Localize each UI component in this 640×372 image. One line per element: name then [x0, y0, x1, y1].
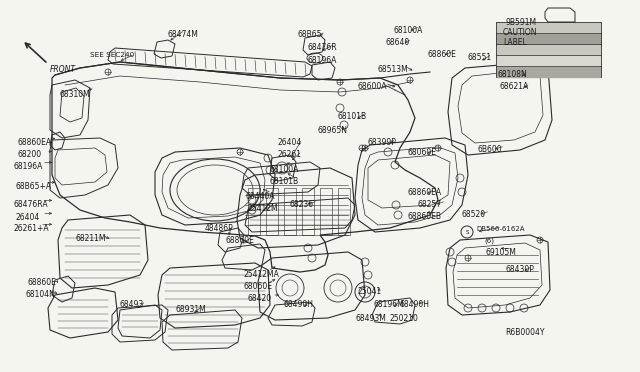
Text: 68430P: 68430P — [505, 265, 534, 274]
Text: 69105M: 69105M — [485, 248, 516, 257]
Text: 68B65: 68B65 — [298, 30, 323, 39]
Text: 68399P: 68399P — [368, 138, 397, 147]
Text: 68493M: 68493M — [356, 314, 387, 323]
Text: LABEL: LABEL — [503, 38, 527, 47]
Text: 68104N: 68104N — [25, 290, 55, 299]
Text: 68196M: 68196M — [374, 300, 404, 309]
Bar — [497, 45, 600, 55]
Text: 26404: 26404 — [15, 213, 39, 222]
Text: 68211M: 68211M — [75, 234, 106, 243]
Text: 68490H: 68490H — [283, 300, 313, 309]
Text: 25412MA: 25412MA — [243, 270, 279, 279]
Text: 68060E: 68060E — [243, 282, 272, 291]
Text: 68310M: 68310M — [60, 90, 91, 99]
Text: 68476R: 68476R — [308, 43, 338, 52]
Text: 68236: 68236 — [290, 200, 314, 209]
Text: 250210: 250210 — [390, 314, 419, 323]
Text: 26261+A: 26261+A — [13, 224, 49, 233]
Text: 68493: 68493 — [120, 300, 144, 309]
Text: 68100A: 68100A — [393, 26, 422, 35]
Text: 68474M: 68474M — [167, 30, 198, 39]
Text: 9B591M: 9B591M — [506, 18, 537, 27]
Text: 68200: 68200 — [18, 150, 42, 159]
Text: 68860EA: 68860EA — [18, 138, 52, 147]
Text: 68860E: 68860E — [225, 236, 254, 245]
Text: 68196A: 68196A — [14, 162, 44, 171]
Text: 68B65+A: 68B65+A — [15, 182, 51, 191]
Text: 68490H: 68490H — [400, 300, 430, 309]
Text: 68196A: 68196A — [308, 56, 337, 65]
Text: 68108N: 68108N — [498, 70, 528, 79]
Text: 48486P: 48486P — [205, 224, 234, 233]
Bar — [497, 34, 600, 44]
Text: 68860EA: 68860EA — [408, 188, 442, 197]
Text: 25041: 25041 — [357, 287, 381, 296]
Text: 68931M: 68931M — [175, 305, 205, 314]
Text: S: S — [465, 230, 468, 234]
Text: 26261: 26261 — [278, 150, 302, 159]
Text: 68520: 68520 — [462, 210, 486, 219]
Text: 68860E: 68860E — [28, 278, 57, 287]
Bar — [497, 56, 600, 66]
Text: 68440A: 68440A — [246, 192, 275, 201]
Text: 68476RA: 68476RA — [14, 200, 49, 209]
Text: SEE SEC240: SEE SEC240 — [90, 52, 134, 58]
Text: 68100A: 68100A — [270, 165, 300, 174]
Bar — [497, 23, 600, 33]
Text: 68101B: 68101B — [270, 177, 299, 186]
Text: 6B600: 6B600 — [478, 145, 502, 154]
Text: 68420: 68420 — [248, 294, 272, 303]
Bar — [497, 67, 600, 77]
Text: 26404: 26404 — [278, 138, 302, 147]
Text: 68860EB: 68860EB — [408, 212, 442, 221]
Text: 68257: 68257 — [418, 200, 442, 209]
Text: DB566-6162A: DB566-6162A — [476, 226, 525, 232]
Text: 68600A: 68600A — [358, 82, 387, 91]
Text: 68640: 68640 — [385, 38, 409, 47]
Text: 68060E: 68060E — [408, 148, 437, 157]
Text: CAUTION: CAUTION — [503, 28, 538, 37]
Text: 25412M: 25412M — [248, 204, 278, 213]
Text: 68101B: 68101B — [338, 112, 367, 121]
Text: 68513M: 68513M — [378, 65, 409, 74]
Text: FRONT: FRONT — [50, 65, 76, 74]
Text: R6B0004Y: R6B0004Y — [505, 328, 545, 337]
Text: 68551: 68551 — [468, 53, 492, 62]
Text: 68965N: 68965N — [318, 126, 348, 135]
Bar — [496, 22, 601, 77]
Text: 68860E: 68860E — [427, 50, 456, 59]
Text: 68621A: 68621A — [500, 82, 529, 91]
Text: (6): (6) — [484, 237, 494, 244]
